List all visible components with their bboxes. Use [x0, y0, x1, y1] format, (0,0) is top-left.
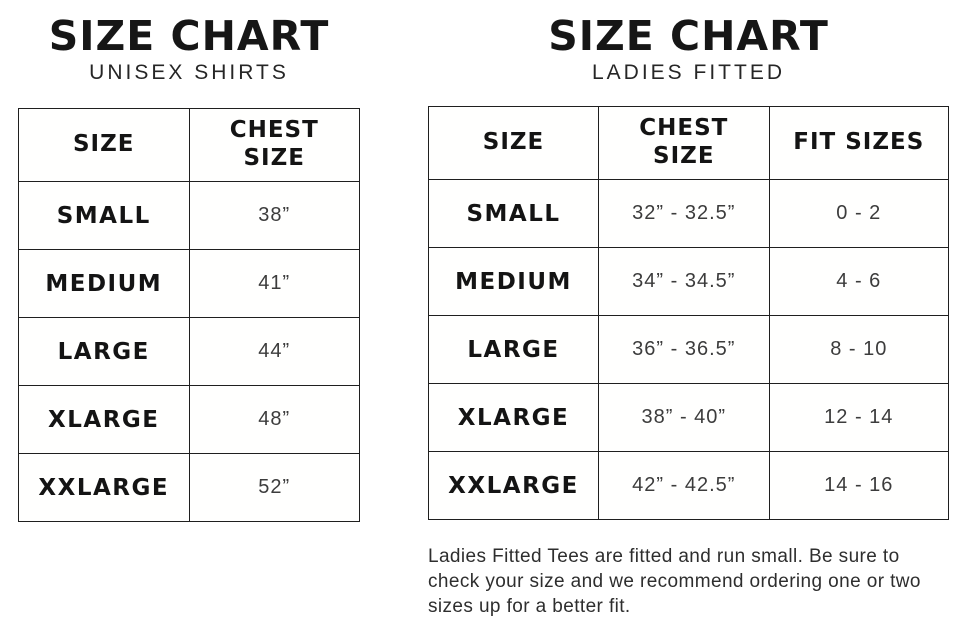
value-cell: 14 - 16: [768, 451, 950, 520]
header-row: SIZE CHEST SIZE FIT SIZES: [427, 106, 950, 180]
ladies-chart-subtitle: LADIES FITTED: [591, 61, 786, 84]
unisex-size-chart-panel: SIZE CHART UNISEX SHIRTS SIZE CHEST SIZE …: [18, 12, 360, 522]
table-row: SMALL 32” - 32.5” 0 - 2: [427, 179, 950, 248]
value-cell: 44”: [188, 317, 360, 386]
size-cell: LARGE: [18, 317, 190, 386]
table-row: XLARGE 48”: [18, 385, 360, 454]
table-row: XXLARGE 52”: [18, 453, 360, 522]
unisex-chart-subtitle: UNISEX SHIRTS: [89, 61, 289, 84]
value-cell: 52”: [188, 453, 360, 522]
size-cell: MEDIUM: [18, 249, 190, 318]
size-cell: MEDIUM: [427, 247, 600, 316]
size-cell: SMALL: [427, 179, 600, 248]
value-cell: 32” - 32.5”: [598, 179, 770, 248]
value-cell: 38”: [188, 181, 360, 250]
ladies-chart-title: SIZE CHART: [548, 12, 829, 60]
value-cell: 42” - 42.5”: [598, 451, 770, 520]
column-header: SIZE: [18, 108, 190, 182]
column-header: FIT SIZES: [768, 106, 950, 180]
ladies-size-chart-panel: SIZE CHART LADIES FITTED SIZE CHEST SIZE F…: [427, 12, 950, 619]
unisex-size-table: SIZE CHEST SIZE SMALL 38” MEDIUM 41” LARGE 44”…: [18, 108, 360, 522]
ladies-size-table: SIZE CHEST SIZE FIT SIZES SMALL 32” - 32.5”…: [427, 106, 950, 520]
size-cell: XLARGE: [18, 385, 190, 454]
value-cell: 41”: [188, 249, 360, 318]
value-cell: 48”: [188, 385, 360, 454]
unisex-chart-title: SIZE CHART: [48, 12, 330, 60]
ladies-fit-note: Ladies Fitted Tees are fitted and run sm…: [428, 546, 921, 617]
table-row: SMALL 38”: [18, 181, 360, 250]
value-cell: 38” - 40”: [598, 383, 770, 452]
value-cell: 36” - 36.5”: [598, 315, 770, 384]
table-row: XXLARGE 42” - 42.5” 14 - 16: [427, 451, 950, 520]
table-row: LARGE 36” - 36.5” 8 - 10: [427, 315, 950, 384]
value-cell: 0 - 2: [768, 179, 950, 248]
column-header: CHEST SIZE: [188, 108, 360, 182]
table-row: MEDIUM 41”: [18, 249, 360, 318]
size-cell: SMALL: [18, 181, 190, 250]
table-row: MEDIUM 34” - 34.5” 4 - 6: [427, 247, 950, 316]
table-row: XLARGE 38” - 40” 12 - 14: [427, 383, 950, 452]
column-header: CHEST SIZE: [598, 106, 770, 180]
header-row: SIZE CHEST SIZE: [18, 108, 360, 182]
size-cell: LARGE: [427, 315, 600, 384]
value-cell: 12 - 14: [768, 383, 950, 452]
value-cell: 4 - 6: [768, 247, 950, 316]
value-cell: 34” - 34.5”: [598, 247, 770, 316]
size-cell: XLARGE: [427, 383, 600, 452]
size-cell: XXLARGE: [427, 451, 600, 520]
size-cell: XXLARGE: [18, 453, 190, 522]
value-cell: 8 - 10: [768, 315, 950, 384]
column-header: SIZE: [427, 106, 600, 180]
table-row: LARGE 44”: [18, 317, 360, 386]
